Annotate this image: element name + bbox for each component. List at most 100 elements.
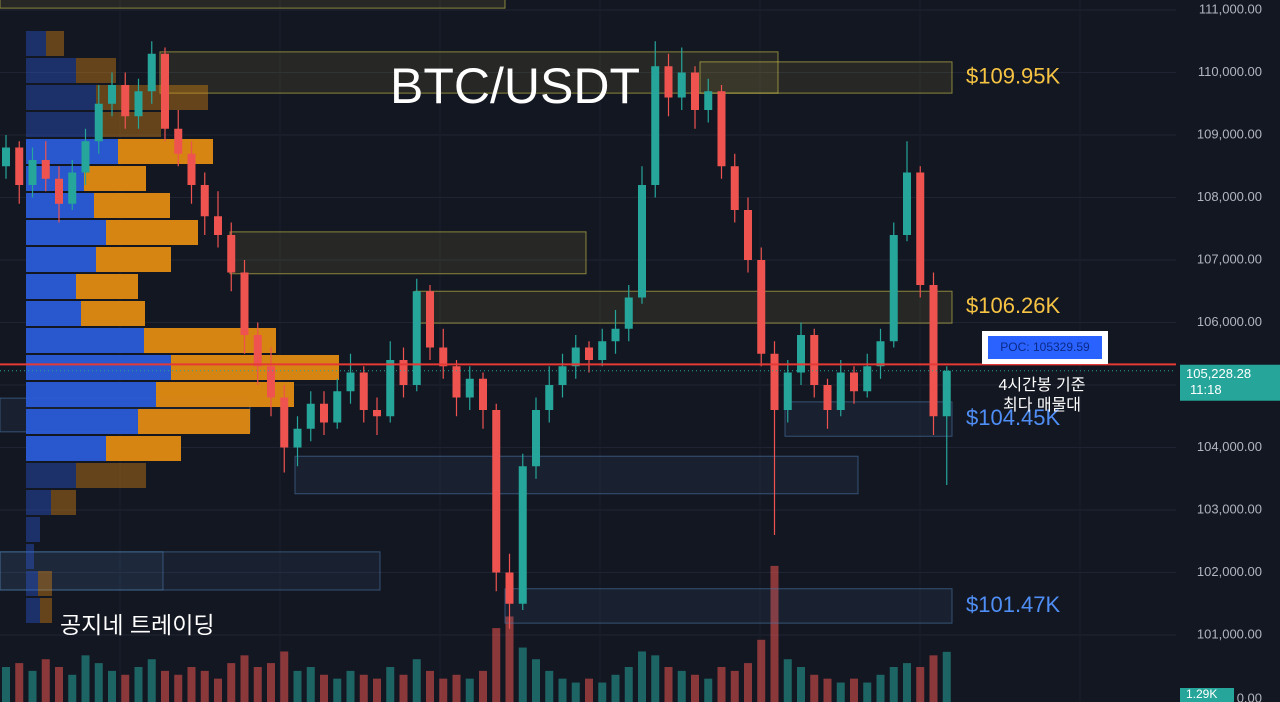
volume-bar: [505, 616, 514, 702]
volume-bar: [2, 667, 10, 702]
zone: [504, 588, 953, 624]
volume-bar: [147, 659, 156, 702]
volume-bar: [492, 628, 501, 702]
volume-bar: [770, 565, 779, 702]
candle-body: [333, 391, 342, 423]
candle-body: [611, 328, 620, 342]
candle-body: [187, 153, 196, 185]
y-tick-label: 103,000.00: [1197, 501, 1262, 516]
candle-body: [836, 372, 845, 410]
profile-down: [38, 571, 52, 596]
volume-bar: [346, 670, 355, 702]
volume-bar: [783, 659, 792, 702]
volume-bar: [717, 667, 726, 702]
candle-body: [717, 91, 726, 167]
watermark: 공지네 트레이딩: [60, 612, 215, 638]
note: 4시간봉 기준: [999, 376, 1086, 394]
profile-up: [26, 436, 106, 461]
volume-bar: [452, 674, 461, 702]
volume-bar: [227, 663, 236, 702]
volume-tag-label: 1.29K: [1186, 687, 1217, 701]
candle-body: [439, 347, 448, 367]
volume-bar: [730, 670, 739, 702]
candle-body: [108, 85, 116, 104]
candle-body: [240, 272, 249, 335]
candle-body: [638, 185, 646, 298]
candle-body: [2, 147, 10, 167]
y-tick-label: 101,000.00: [1197, 626, 1262, 641]
zone-label: $101.47K: [966, 592, 1061, 617]
profile-down: [81, 301, 145, 326]
candle-body: [664, 66, 673, 98]
profile-up: [26, 544, 34, 569]
volume-bar: [439, 678, 448, 702]
candle-body: [412, 291, 421, 385]
profile-down: [40, 598, 52, 623]
price-axis: [1178, 0, 1280, 702]
candle-body: [479, 378, 487, 410]
volume-bar: [28, 670, 37, 702]
last-price-tag: [1180, 364, 1280, 401]
volume-bar: [863, 682, 872, 702]
profile-down: [106, 436, 181, 461]
profile-down: [118, 139, 213, 164]
candle-body: [267, 366, 275, 398]
axis-labels: 111,000.00 110,000.00 109,000.00 108,000.00…: [1180, 1, 1280, 702]
volume-bar: [810, 674, 819, 702]
profile-down: [46, 31, 64, 56]
volume-bar: [187, 667, 196, 702]
candle-body: [677, 72, 686, 98]
volume-bar: [611, 674, 620, 702]
volume-bar: [306, 667, 315, 702]
volume-bar: [545, 670, 554, 702]
profile-down: [138, 409, 250, 434]
volume-bar: [426, 670, 434, 702]
candle-body: [757, 260, 766, 354]
volume-bar: [174, 674, 183, 702]
candle-body: [426, 291, 434, 348]
volume-bar: [889, 667, 898, 702]
zone: [294, 455, 859, 495]
candle-body: [810, 335, 819, 385]
poc-label: POC: 105329.59: [1000, 340, 1090, 354]
profile-down: [76, 463, 146, 488]
zone: [0, 551, 164, 591]
profile-up: [26, 31, 46, 56]
profile-up: [26, 139, 118, 164]
candle-body: [797, 335, 805, 373]
candle-body: [227, 235, 236, 273]
candle-body: [518, 466, 527, 604]
y-tick-label: 110,000.00: [1198, 64, 1262, 79]
candle-body: [306, 403, 315, 429]
volume-bar: [598, 682, 607, 702]
y-tick-label: 107,000.00: [1197, 251, 1262, 266]
candle-body: [399, 360, 408, 385]
chart-title: BTC/USDT: [390, 58, 640, 114]
candle-body: [783, 372, 792, 410]
volume-bar: [399, 674, 408, 702]
volume-bar: [929, 655, 938, 702]
candle-body: [94, 103, 103, 142]
candle-body: [770, 353, 779, 410]
candle-body: [903, 172, 911, 235]
candle-body: [253, 335, 262, 367]
candle-body: [55, 178, 63, 204]
volume-bar: [558, 678, 567, 702]
volume-bar: [585, 678, 593, 702]
candle-body: [850, 372, 858, 392]
volume-bar: [108, 670, 116, 702]
volume-bar: [68, 674, 77, 702]
candle-body: [744, 210, 752, 260]
volume-bars: [2, 565, 951, 702]
volume-bar: [134, 667, 143, 702]
profile-up: [26, 490, 51, 515]
candle-body: [200, 185, 209, 217]
volume-bar: [479, 670, 487, 702]
candle-body: [68, 172, 77, 204]
volume-bar: [664, 667, 673, 702]
volume-tag: [1180, 688, 1234, 702]
candle-body: [293, 428, 302, 448]
volume-bar: [386, 667, 395, 702]
candle-body: [359, 372, 368, 410]
